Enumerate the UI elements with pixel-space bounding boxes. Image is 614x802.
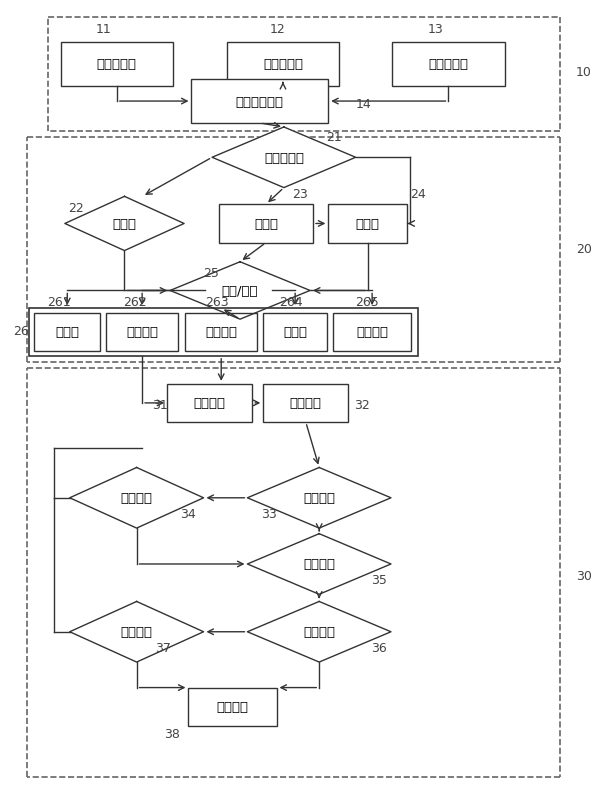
Bar [192, 80, 328, 124]
Polygon shape [212, 128, 356, 188]
Text: 264: 264 [279, 296, 303, 309]
Polygon shape [247, 534, 391, 594]
Text: 26: 26 [13, 325, 29, 338]
Bar [61, 43, 173, 87]
Text: 渣钔槽: 渣钔槽 [55, 326, 79, 339]
Text: 破碎机: 破碎机 [254, 217, 278, 231]
Text: 细磨机构: 细磨机构 [303, 557, 335, 571]
Text: 钔渣微粉: 钔渣微粉 [217, 700, 249, 713]
Text: 10: 10 [576, 67, 592, 79]
Text: 262: 262 [123, 296, 147, 309]
Text: 细粒尾渣: 细粒尾渣 [205, 326, 237, 339]
Text: 渣钔坑槽: 渣钔坑槽 [356, 326, 388, 339]
Bar [263, 384, 348, 423]
Text: 33: 33 [261, 508, 276, 520]
Text: 磁选机: 磁选机 [112, 217, 136, 231]
Text: 23: 23 [292, 188, 308, 200]
Bar [392, 43, 505, 87]
Polygon shape [70, 468, 204, 529]
Polygon shape [70, 602, 204, 662]
Text: 34: 34 [181, 508, 196, 520]
Text: 翳转振动筛: 翳转振动筛 [264, 152, 304, 164]
Polygon shape [247, 468, 391, 529]
Text: 粒化自解设备: 粒化自解设备 [236, 95, 284, 108]
Bar [227, 43, 340, 87]
Text: 20: 20 [576, 243, 592, 256]
Text: 38: 38 [164, 727, 180, 740]
Text: 棒磨机: 棒磨机 [356, 217, 380, 231]
Text: 鐵精粉槽: 鐵精粉槽 [126, 326, 158, 339]
Text: 24: 24 [411, 188, 426, 200]
Text: 第二磁选: 第二磁选 [120, 626, 153, 638]
Polygon shape [247, 602, 391, 662]
Bar [188, 688, 276, 726]
Text: 12: 12 [270, 23, 286, 36]
Text: 36: 36 [371, 642, 387, 654]
Text: 30: 30 [576, 569, 592, 583]
Text: 265: 265 [355, 296, 378, 309]
Bar [29, 309, 418, 356]
Text: 21: 21 [327, 131, 342, 144]
Bar [185, 314, 257, 351]
Polygon shape [65, 197, 184, 251]
Text: 261: 261 [47, 296, 71, 309]
Text: 转炉渣设备: 转炉渣设备 [263, 58, 303, 71]
Text: 铸余渣设备: 铸余渣设备 [429, 58, 468, 71]
Text: 第一磁选: 第一磁选 [120, 492, 153, 504]
Bar [167, 384, 252, 423]
Text: 烘干机构: 烘干机构 [193, 397, 226, 410]
Text: 粗磨机构: 粗磨机构 [290, 397, 322, 410]
Text: 263: 263 [205, 296, 229, 309]
Text: 37: 37 [155, 642, 171, 654]
Text: 筛分/磁选: 筛分/磁选 [222, 285, 258, 298]
Text: 第二风选: 第二风选 [303, 626, 335, 638]
Text: 31: 31 [152, 399, 168, 411]
Bar [333, 314, 411, 351]
Text: 豆钔槽: 豆钔槽 [283, 326, 307, 339]
Text: 11: 11 [95, 23, 111, 36]
Bar [328, 205, 408, 243]
Bar [106, 314, 178, 351]
Bar [263, 314, 327, 351]
Text: 13: 13 [428, 23, 444, 36]
Text: 第一风选: 第一风选 [303, 492, 335, 504]
Text: 22: 22 [68, 202, 84, 215]
Text: 14: 14 [356, 98, 371, 111]
Text: 32: 32 [354, 399, 370, 411]
Text: 35: 35 [371, 573, 387, 587]
Bar [219, 205, 313, 243]
Text: 25: 25 [203, 267, 219, 280]
Bar [34, 314, 100, 351]
Text: 脱硫渣设备: 脱硫渣设备 [97, 58, 137, 71]
Polygon shape [170, 262, 310, 320]
